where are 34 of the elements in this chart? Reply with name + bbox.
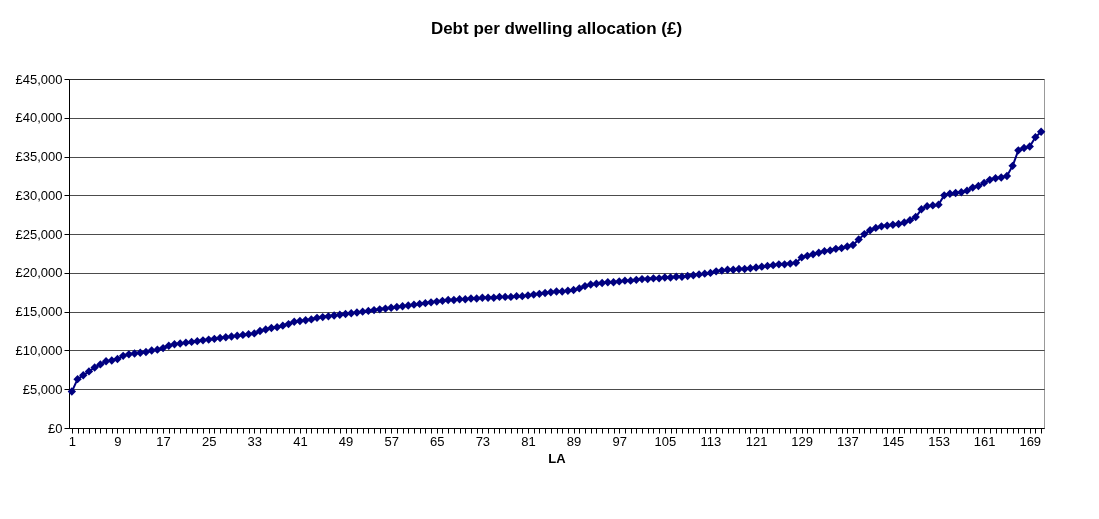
x-tick-label: 65 xyxy=(430,433,445,449)
x-tick-label: 33 xyxy=(247,433,263,449)
x-tick-label: 49 xyxy=(338,433,354,449)
y-tick-label: £45,000 xyxy=(15,71,63,87)
y-tick-label: £10,000 xyxy=(15,342,63,358)
x-tick-label: 113 xyxy=(700,433,722,449)
x-tick-label: 57 xyxy=(384,433,399,449)
x-tick-label: 41 xyxy=(293,433,308,449)
x-tick-label: 153 xyxy=(928,433,950,449)
y-tick-label: £15,000 xyxy=(15,304,63,320)
x-axis-title: LA xyxy=(548,450,567,466)
y-tick-label: £30,000 xyxy=(15,187,63,203)
x-tick-label: 105 xyxy=(654,433,677,449)
y-tick-label: £20,000 xyxy=(15,265,63,281)
y-tick-label: £40,000 xyxy=(15,110,63,126)
y-tick-label: £25,000 xyxy=(15,226,63,242)
x-tick-label: 121 xyxy=(745,433,768,449)
chart-title: Debt per dwelling allocation (£) xyxy=(430,19,683,38)
x-tick-label: 145 xyxy=(882,433,905,449)
x-tick-label: 9 xyxy=(114,433,122,449)
x-tick-label: 25 xyxy=(201,433,217,449)
x-tick-label: 161 xyxy=(973,433,996,449)
x-tick-label: 1 xyxy=(68,433,76,449)
x-tick-label: 137 xyxy=(836,433,859,449)
y-tick-label: £35,000 xyxy=(15,149,63,165)
y-tick-label: £0 xyxy=(48,420,63,436)
x-tick-label: 169 xyxy=(1019,433,1042,449)
x-tick-label: 97 xyxy=(612,433,627,449)
y-tick-label: £5,000 xyxy=(22,381,63,397)
x-tick-label: 129 xyxy=(791,433,814,449)
x-tick-label: 89 xyxy=(566,433,582,449)
x-tick-label: 73 xyxy=(475,433,491,449)
x-tick-label: 17 xyxy=(156,433,171,449)
x-tick-label: 81 xyxy=(521,433,536,449)
